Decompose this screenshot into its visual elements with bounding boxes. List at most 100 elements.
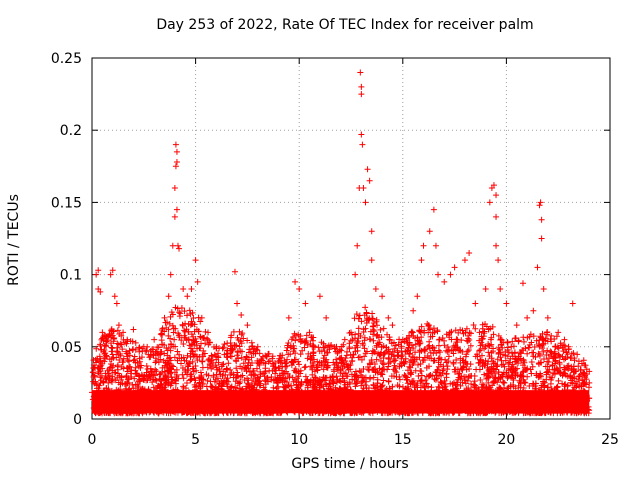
scatter-point [407, 371, 414, 378]
scatter-point [564, 407, 571, 414]
x-tick-label: 20 [497, 432, 515, 448]
scatter-point [307, 356, 314, 363]
scatter-point [354, 396, 361, 403]
scatter-point [371, 328, 378, 335]
scatter-point [538, 386, 545, 393]
scatter-point [296, 286, 303, 293]
scatter-point [359, 378, 366, 385]
scatter-point [556, 352, 563, 359]
scatter-point [132, 381, 139, 388]
scatter-point [289, 388, 296, 395]
scatter-point [204, 388, 211, 395]
scatter-point [518, 405, 525, 412]
scatter-point [459, 357, 466, 364]
scatter-point [398, 362, 405, 369]
scatter-point [427, 403, 434, 410]
scatter-point [336, 402, 343, 409]
scatter-point [450, 359, 457, 366]
scatter-point [352, 271, 359, 278]
scatter-point [296, 388, 303, 395]
scatter-point [225, 409, 232, 416]
grid-lines [92, 58, 610, 419]
scatter-point [504, 385, 511, 392]
scatter-point [508, 343, 515, 350]
scatter-point [380, 361, 387, 368]
scatter-point [376, 402, 383, 409]
scatter-point [422, 377, 429, 384]
scatter-point [439, 335, 446, 342]
scatter-point [473, 366, 480, 373]
scatter-point [382, 396, 389, 403]
scatter-point [359, 408, 366, 415]
scatter-point [227, 366, 234, 373]
scatter-point [175, 330, 182, 337]
scatter-point [299, 338, 306, 345]
scatter-point [302, 300, 309, 307]
scatter-point [153, 357, 160, 364]
scatter-point [190, 353, 197, 360]
scatter-point [411, 402, 418, 409]
scatter-point [583, 398, 590, 405]
scatter-point [89, 369, 96, 376]
scatter-point [331, 394, 338, 401]
scatter-point [422, 399, 429, 406]
scatter-point [531, 400, 538, 407]
scatter-point [409, 407, 416, 414]
scatter-point [511, 350, 518, 357]
scatter-point [292, 365, 299, 372]
scatter-point [215, 386, 222, 393]
scatter-point [533, 391, 540, 398]
scatter-point [537, 403, 544, 410]
scatter-point [517, 355, 524, 362]
scatter-point [532, 385, 539, 392]
scatter-point [447, 406, 454, 413]
scatter-point [210, 372, 217, 379]
scatter-point [586, 379, 593, 386]
scatter-point [194, 357, 201, 364]
scatter-point [548, 338, 555, 345]
scatter-point [290, 342, 297, 349]
scatter-point [412, 394, 419, 401]
scatter-point [387, 358, 394, 365]
scatter-point [161, 350, 168, 357]
scatter-point [160, 357, 167, 364]
scatter-point [120, 329, 127, 336]
x-axis-label: GPS time / hours [291, 456, 409, 472]
scatter-point [116, 390, 123, 397]
scatter-point [379, 366, 386, 373]
scatter-point [185, 391, 192, 398]
scatter-point [342, 370, 349, 377]
scatter-point [322, 390, 329, 397]
scatter-point [114, 362, 121, 369]
scatter-point [168, 341, 175, 348]
scatter-point [541, 379, 548, 386]
scatter-point [102, 375, 109, 382]
scatter-point [462, 405, 469, 412]
scatter-point [461, 257, 468, 264]
scatter-point [199, 380, 206, 387]
scatter-point [238, 386, 245, 393]
x-tick-label: 15 [394, 432, 412, 448]
scatter-point [443, 371, 450, 378]
scatter-point [176, 351, 183, 358]
scatter-point [204, 377, 211, 384]
scatter-point [337, 410, 344, 417]
scatter-point [311, 403, 318, 410]
scatter-point [403, 348, 410, 355]
scatter-point [141, 408, 148, 415]
scatter-point [190, 337, 197, 344]
scatter-point [116, 330, 123, 337]
scatter-point [339, 373, 346, 380]
scatter-point [352, 368, 359, 375]
scatter-point [521, 359, 528, 366]
scatter-point [551, 405, 558, 412]
scatter-point [330, 366, 337, 373]
scatter-point [213, 343, 220, 350]
scatter-point [339, 365, 346, 372]
scatter-point [316, 382, 323, 389]
scatter-point [131, 390, 138, 397]
scatter-point [275, 358, 282, 365]
scatter-point [536, 343, 543, 350]
scatter-point [205, 398, 212, 405]
